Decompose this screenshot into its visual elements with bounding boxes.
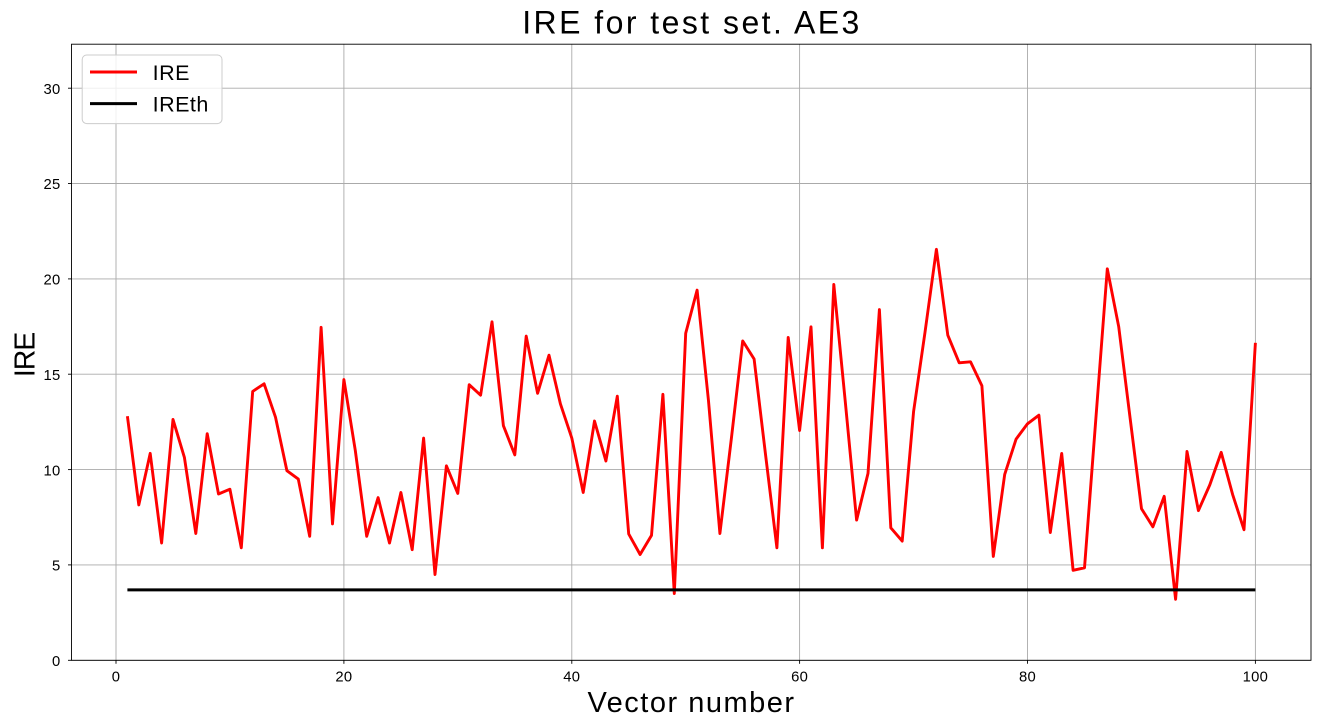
- svg-text:Vector number: Vector number: [587, 687, 795, 719]
- svg-text:15: 15: [43, 368, 60, 384]
- svg-text:20: 20: [43, 273, 60, 289]
- svg-text:0: 0: [112, 669, 121, 685]
- svg-text:40: 40: [563, 669, 580, 685]
- svg-text:0: 0: [52, 654, 61, 670]
- svg-text:25: 25: [43, 177, 60, 193]
- svg-text:IRE: IRE: [9, 333, 41, 377]
- svg-text:100: 100: [1243, 669, 1269, 685]
- svg-text:IRE: IRE: [153, 61, 190, 85]
- svg-text:IREth: IREth: [153, 92, 209, 116]
- svg-text:IRE for test set. AE3: IRE for test set. AE3: [522, 5, 862, 41]
- svg-text:60: 60: [791, 669, 808, 685]
- svg-text:80: 80: [1019, 669, 1036, 685]
- svg-text:30: 30: [43, 82, 60, 98]
- svg-text:20: 20: [335, 669, 352, 685]
- svg-text:5: 5: [52, 559, 61, 575]
- svg-text:10: 10: [43, 463, 60, 479]
